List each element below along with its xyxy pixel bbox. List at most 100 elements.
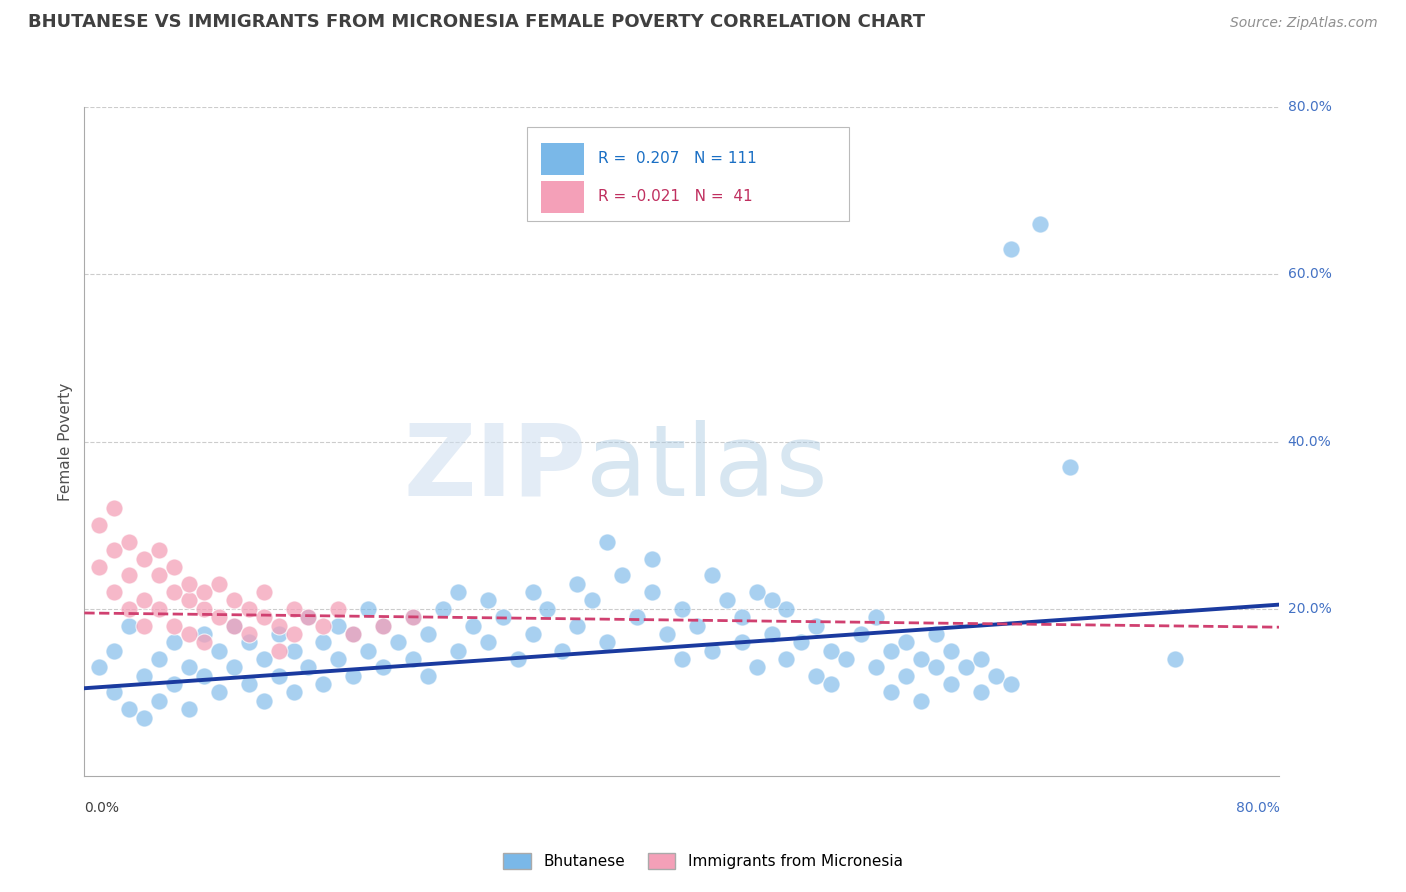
Point [312, 618, 335, 632]
Point [806, 618, 828, 632]
Point [357, 601, 380, 615]
Point [790, 635, 813, 649]
Text: 80.0%: 80.0% [1236, 801, 1279, 814]
Point [731, 635, 754, 649]
Point [118, 534, 141, 549]
Point [222, 618, 245, 632]
Point [925, 627, 948, 641]
Point [596, 635, 619, 649]
Point [267, 627, 290, 641]
Point [177, 627, 200, 641]
Point [89, 518, 111, 533]
Point [522, 627, 544, 641]
Point [610, 568, 633, 582]
Point [865, 610, 887, 624]
Point [328, 601, 350, 615]
Point [775, 652, 797, 666]
Point [312, 635, 335, 649]
Point [238, 635, 260, 649]
Point [761, 593, 783, 607]
Point [596, 534, 619, 549]
Point [939, 677, 962, 691]
Text: ZIP: ZIP [404, 420, 586, 516]
Point [103, 501, 125, 516]
Point [716, 593, 738, 607]
Point [89, 560, 111, 574]
Point [103, 643, 125, 657]
Point [297, 660, 319, 674]
Point [371, 618, 394, 632]
Point [1029, 217, 1052, 231]
Point [970, 685, 993, 699]
Text: 0.0%: 0.0% [84, 801, 120, 814]
Text: R = -0.021   N =  41: R = -0.021 N = 41 [599, 188, 752, 203]
Point [163, 585, 186, 599]
Point [894, 669, 917, 683]
Point [745, 585, 768, 599]
Point [238, 677, 260, 691]
Text: 20.0%: 20.0% [1288, 602, 1331, 615]
Point [208, 576, 231, 591]
Point [132, 710, 156, 724]
Point [880, 643, 903, 657]
Point [163, 618, 186, 632]
Point [970, 652, 993, 666]
Point [641, 585, 664, 599]
Point [416, 627, 439, 641]
Point [655, 627, 678, 641]
Point [880, 685, 903, 699]
Point [283, 643, 305, 657]
Point [402, 610, 425, 624]
Point [567, 618, 589, 632]
Point [328, 652, 350, 666]
Text: atlas: atlas [586, 420, 828, 516]
Point [581, 593, 603, 607]
Point [283, 627, 305, 641]
Point [193, 601, 215, 615]
Point [342, 627, 364, 641]
Point [103, 685, 125, 699]
Point [1000, 242, 1022, 256]
Point [416, 669, 439, 683]
Point [163, 635, 186, 649]
Point [775, 601, 797, 615]
Point [283, 685, 305, 699]
Point [402, 610, 425, 624]
Point [238, 627, 260, 641]
Point [267, 669, 290, 683]
Point [1059, 459, 1081, 474]
Point [253, 652, 276, 666]
Point [267, 618, 290, 632]
Point [193, 585, 215, 599]
Point [118, 601, 141, 615]
Point [132, 551, 156, 566]
Point [447, 585, 470, 599]
Point [567, 576, 589, 591]
Point [492, 610, 515, 624]
Point [447, 643, 470, 657]
Point [671, 652, 693, 666]
Point [118, 618, 141, 632]
Point [148, 568, 170, 582]
Point [163, 677, 186, 691]
Point [835, 652, 858, 666]
Point [193, 669, 215, 683]
Point [222, 593, 245, 607]
Point [342, 627, 364, 641]
Point [626, 610, 648, 624]
Point [328, 618, 350, 632]
Point [253, 585, 276, 599]
Point [177, 702, 200, 716]
Point [820, 643, 842, 657]
Point [536, 601, 558, 615]
Point [477, 593, 499, 607]
Point [984, 669, 1007, 683]
Point [103, 585, 125, 599]
Point [371, 618, 394, 632]
Point [118, 568, 141, 582]
Point [522, 585, 544, 599]
Point [1164, 652, 1187, 666]
Point [148, 601, 170, 615]
Point [925, 660, 948, 674]
Point [193, 635, 215, 649]
